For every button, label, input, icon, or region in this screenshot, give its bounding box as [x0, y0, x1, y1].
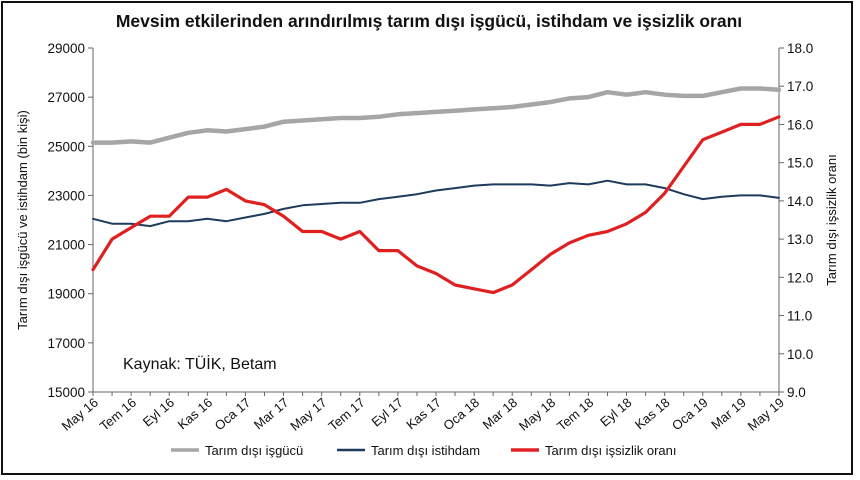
right-y-tick-label: 18.0 — [787, 41, 813, 56]
x-tick-label: Tem 17 — [325, 395, 367, 434]
right-y-tick-label: 9.0 — [787, 385, 806, 400]
right-y-tick-label: 11.0 — [787, 309, 812, 324]
legend-label-2: Tarım dışı istihdam — [371, 443, 480, 458]
legend-label-1: Tarım dışı işgücü — [205, 443, 303, 458]
x-tick-label: May 19 — [745, 395, 787, 434]
x-tick-label: May 16 — [59, 395, 101, 434]
x-tick-label: Mar 17 — [251, 395, 292, 433]
series-line-2 — [92, 179, 780, 228]
right-y-tick-label: 13.0 — [787, 232, 813, 247]
chart-title: Mevsim etkilerinden arındırılmış tarım d… — [115, 11, 743, 31]
left-y-tick-label: 23000 — [47, 188, 85, 203]
left-y-tick-label: 21000 — [47, 238, 85, 253]
source-note: Kaynak: TÜİK, Betam — [123, 354, 277, 373]
left-y-tick-label: 29000 — [47, 41, 85, 56]
right-y-tick-label: 16.0 — [787, 117, 813, 132]
right-y-tick-label: 14.0 — [787, 194, 813, 209]
x-tick-label: Tem 16 — [97, 395, 139, 434]
x-tick-label: Eyl 17 — [368, 395, 405, 430]
chart-frame: Mevsim etkilerinden arındırılmış tarım d… — [1, 1, 853, 475]
line-chart: 15000 17000 19000 21000 23000 25000 27000 29000… — [15, 41, 839, 458]
x-tick-label: Kas 17 — [403, 395, 444, 433]
series-line-3 — [91, 115, 781, 295]
x-tick-label: Kas 18 — [632, 395, 673, 433]
left-y-tick-label: 17000 — [47, 336, 85, 351]
x-tick-label: Mar 19 — [708, 395, 749, 433]
x-tick-label: Oca 18 — [440, 395, 482, 433]
plot-area: 15000 17000 19000 21000 23000 25000 27000 29000… — [15, 41, 839, 458]
left-y-tick-label: 19000 — [47, 287, 85, 302]
left-y-axis-title: Tarım dışı işgücü ve istihdam (bin kişi) — [15, 110, 30, 330]
left-y-tick-label: 27000 — [47, 90, 85, 105]
x-tick-label: Eyl 18 — [597, 395, 634, 430]
right-y-axis-title: Tarım dışı işsizlik oranı — [824, 154, 839, 285]
x-tick-label: Tem 18 — [554, 395, 596, 434]
series-line-1 — [90, 86, 782, 145]
x-tick-label: Mar 18 — [480, 395, 521, 433]
x-tick-label: Oca 19 — [669, 395, 711, 433]
x-tick-label: Oca 17 — [212, 395, 254, 433]
right-y-tick-label: 15.0 — [787, 156, 813, 171]
right-y-tick-label: 10.0 — [787, 347, 813, 362]
left-y-tick-label: 25000 — [47, 139, 85, 154]
x-tick-label: May 17 — [287, 395, 329, 434]
right-y-tick-label: 12.0 — [787, 270, 813, 285]
right-y-tick-label: 17.0 — [787, 79, 813, 94]
x-tick-label: Eyl 16 — [140, 395, 177, 430]
left-y-tick-label: 15000 — [47, 385, 85, 400]
x-tick-label: Kas 16 — [175, 395, 216, 433]
legend-label-3: Tarım dışı işsizlik oranı — [545, 443, 676, 458]
x-tick-label: May 18 — [516, 395, 558, 434]
